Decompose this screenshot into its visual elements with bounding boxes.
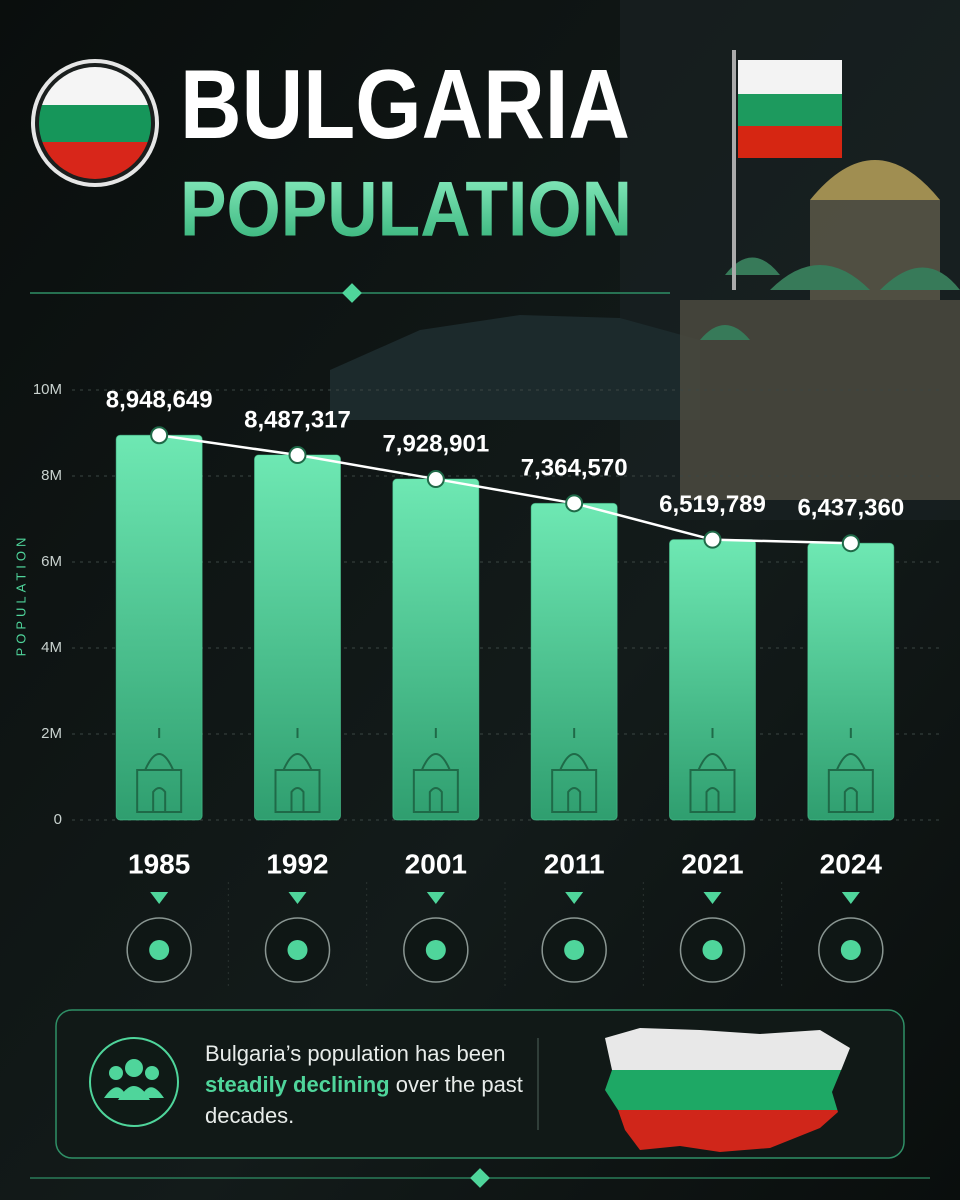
year-marker (703, 892, 722, 904)
bottom-diamond (470, 1168, 490, 1188)
x-tick-label: 2024 (820, 848, 883, 879)
cathedral (680, 160, 960, 500)
subtitle: POPULATION (180, 165, 632, 253)
x-tick-label: 2021 (681, 848, 743, 879)
x-tick-label: 1985 (128, 848, 190, 879)
mountains (330, 315, 700, 420)
year-icon-glyph (702, 940, 723, 960)
y-tick-label: 8M (41, 467, 62, 484)
value-label: 6,437,360 (797, 495, 904, 522)
y-tick-label: 6M (41, 553, 62, 570)
x-tick-label: 2011 (544, 848, 605, 879)
bar-icon (274, 728, 321, 813)
note-icon (89, 1037, 179, 1127)
year-marker (288, 892, 307, 904)
plot: 0 2M 4M 6M 8M 10M 1985 1992 2001 2011 2021 2024 8,94… (33, 381, 940, 990)
year-icon-glyph (149, 940, 170, 960)
bar-icon (827, 728, 874, 813)
value-label: 8,487,317 (244, 406, 351, 433)
flag-on-pole (732, 50, 842, 290)
year-icon-glyph (564, 940, 585, 960)
year-marker (565, 892, 584, 904)
year-icon-glyph (287, 940, 308, 960)
title: BULGARIA (180, 49, 630, 159)
value-label: 8,948,649 (106, 387, 213, 414)
point (703, 530, 722, 549)
point (841, 534, 860, 553)
bar-icon (136, 728, 183, 813)
y-axis-label: POPULATION (13, 534, 28, 657)
year-marker (150, 892, 169, 904)
bar (392, 478, 480, 821)
x-tick-label: 2001 (405, 848, 467, 879)
x-tick-label: 1992 (266, 848, 328, 879)
note-part: over the past decades. (205, 1072, 523, 1128)
point (288, 446, 307, 465)
y-tick-label: 10M (33, 381, 62, 398)
year-marker (841, 892, 860, 904)
flag-icon (39, 67, 151, 179)
bar-icon (412, 728, 459, 813)
bar (254, 454, 341, 821)
year-icon-glyph (425, 940, 446, 960)
y-tick-label: 4M (41, 639, 62, 656)
value-label: 6,519,789 (659, 491, 766, 518)
divider-diamond (342, 283, 362, 303)
people-icon (104, 1059, 164, 1100)
value-label: 7,928,901 (382, 430, 489, 457)
value-label: 7,364,570 (521, 455, 628, 482)
year-marker (426, 892, 445, 904)
point (150, 426, 169, 445)
point (426, 470, 445, 489)
bar-icon (689, 728, 736, 813)
bar (669, 539, 756, 821)
y-tick-label: 2M (41, 725, 62, 742)
trend-line (158, 433, 851, 545)
bar-icon (551, 728, 598, 813)
year-icon-glyph (840, 940, 861, 960)
bar (807, 542, 895, 821)
y-tick-label: 0 (54, 811, 62, 828)
note-highlight: steadily declining (205, 1072, 390, 1097)
note-part: Bulgaria’s population has been (205, 1041, 506, 1066)
bar (115, 434, 203, 821)
point (565, 494, 584, 513)
note-text: Bulgaria’s population has been steadily … (205, 1038, 525, 1131)
bar (530, 502, 618, 821)
